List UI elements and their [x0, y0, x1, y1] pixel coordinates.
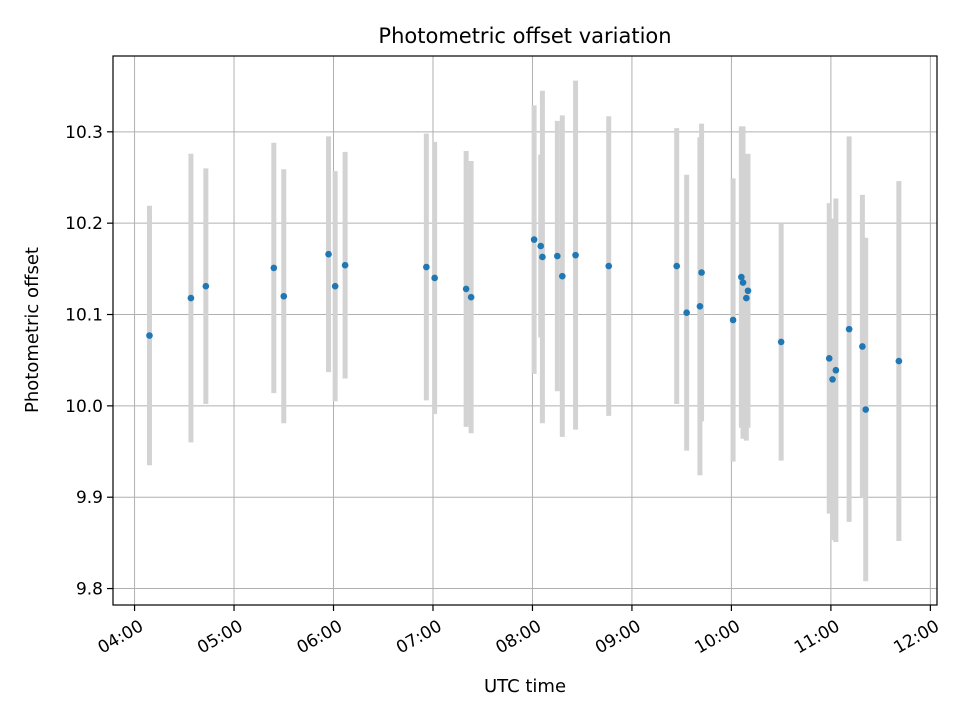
- data-point: [605, 262, 613, 270]
- data-point: [832, 366, 840, 374]
- data-point: [539, 253, 546, 261]
- y-tick-label: 9.9: [76, 488, 103, 508]
- chart-title: Photometric offset variation: [378, 24, 671, 48]
- data-point: [559, 272, 566, 280]
- data-point: [683, 309, 690, 316]
- y-tick-label: 10.1: [65, 306, 103, 326]
- data-point: [777, 338, 785, 346]
- data-point: [341, 261, 349, 269]
- data-point: [859, 343, 866, 350]
- data-point: [280, 292, 288, 300]
- data-point: [895, 357, 903, 365]
- data-point: [572, 251, 579, 259]
- data-point: [537, 242, 545, 250]
- data-point: [530, 236, 538, 243]
- data-point: [462, 285, 470, 293]
- x-axis-label: UTC time: [484, 676, 566, 697]
- y-axis-ticks: 9.8 9.9 10.0 10.1 10.2 10.3: [65, 123, 113, 600]
- data-point: [423, 263, 430, 271]
- y-tick-label: 10.3: [65, 123, 103, 143]
- data-point: [270, 264, 278, 272]
- data-point: [743, 294, 750, 302]
- y-tick-label: 10.2: [65, 214, 103, 234]
- data-point: [729, 316, 737, 324]
- y-axis-label: Photometric offset: [22, 247, 43, 413]
- data-point: [202, 282, 210, 290]
- data-point: [744, 287, 752, 295]
- data-point: [825, 355, 833, 362]
- data-point: [325, 250, 332, 258]
- y-tick-label: 10.0: [65, 397, 103, 417]
- data-point: [673, 262, 681, 270]
- data-point: [554, 252, 561, 260]
- data-point: [698, 269, 705, 276]
- data-point: [862, 406, 870, 413]
- data-point: [829, 376, 836, 383]
- data-point: [146, 332, 153, 339]
- data-point: [331, 282, 339, 290]
- data-point: [845, 325, 853, 333]
- data-points: [146, 236, 903, 413]
- data-point: [467, 293, 475, 301]
- data-point: [431, 274, 438, 282]
- plot-frame: [112, 55, 938, 606]
- data-point: [187, 294, 195, 302]
- data-point: [738, 273, 745, 281]
- data-point: [696, 302, 704, 310]
- y-tick-label: 9.8: [76, 580, 103, 600]
- data-point: [739, 279, 747, 286]
